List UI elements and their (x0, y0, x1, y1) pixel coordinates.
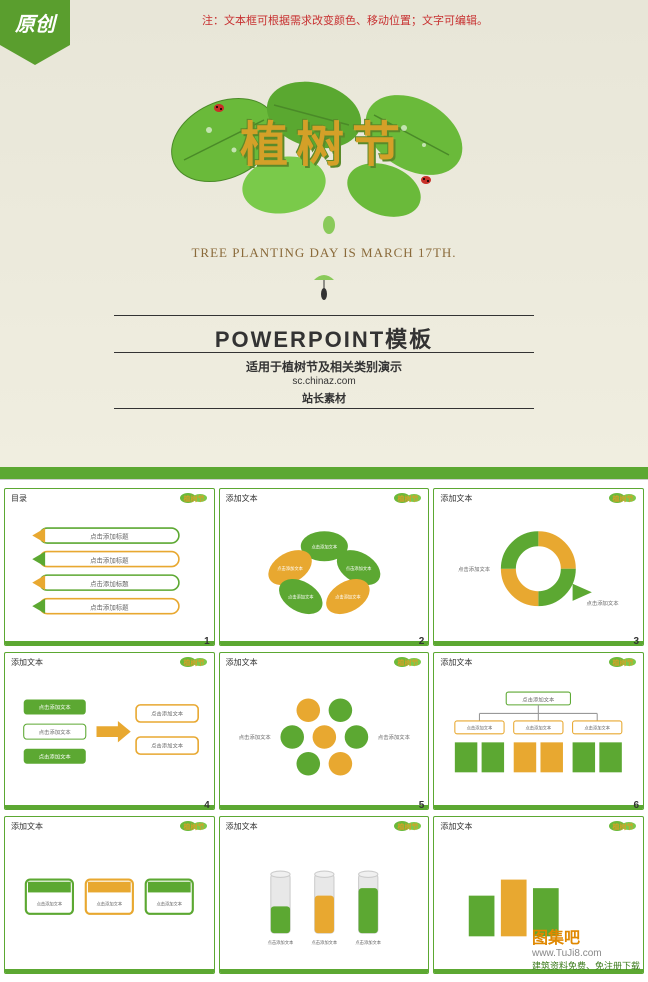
main-title-chinese: 植树节 (240, 105, 408, 175)
svg-text:植树节: 植树节 (397, 658, 419, 667)
svg-text:点击添加文本: 点击添加文本 (587, 599, 620, 607)
svg-text:点击添加文本: 点击添加文本 (355, 939, 381, 946)
source-url: sc.chinaz.com (0, 376, 648, 387)
svg-text:点击添加文本: 点击添加文本 (37, 900, 63, 907)
main-slide: 原创 注：文本框可根据需求改变颜色、移动位置；文字可编辑。 植树节 TREE P… (0, 0, 648, 480)
divider-bottom (114, 408, 534, 409)
thumb-title: 添加文本 (11, 657, 43, 668)
leaf-logo-icon: 植树节 (607, 819, 639, 833)
leaf-logo-icon: 植树节 (178, 819, 210, 833)
svg-text:点击添加文本: 点击添加文本 (151, 742, 184, 750)
editor-note: 注：文本框可根据需求改变颜色、移动位置；文字可编辑。 (202, 12, 488, 28)
svg-text:点击添加文本: 点击添加文本 (156, 900, 182, 907)
description: 适用于植树节及相关类别演示 (0, 358, 648, 375)
svg-text:点击添加文本: 点击添加文本 (311, 543, 337, 550)
thumbnail-4: 添加文本 植树节 点击添加文本 点击添加文本 点击添加文本 点击添加文本 点击添… (4, 652, 215, 810)
thumb-number: 3 (633, 636, 639, 646)
divider-top (114, 315, 534, 316)
brand-name: 站长素材 (0, 390, 648, 406)
thumb-title: 添加文本 (226, 493, 258, 504)
thumbnail-1: 目录 植树节 点击添加标题 点击添加标题 点击添加标题 (4, 488, 215, 646)
thumbnail-5: 添加文本 植树节 点击添加文本 点击添加文本 5 (219, 652, 430, 810)
watermark-url: www.TuJi8.com (532, 948, 640, 959)
svg-text:点击添加标题: 点击添加标题 (90, 555, 129, 564)
thumbnail-3: 添加文本 植树节 点击添加文本 点击添加文本 3 (433, 488, 644, 646)
svg-text:点击添加文本: 点击添加文本 (523, 696, 556, 704)
watermark-logo: 图集吧 (532, 924, 640, 948)
thumbnail-8: 添加文本 植树节 点击添加文本 点击添加文本 点击添加文本 (219, 816, 430, 974)
watermark: 图集吧 www.TuJi8.com 建筑资料免费、免注册下载 (532, 924, 640, 972)
thumbnail-6: 添加文本 植树节 点击添加文本 点击添加文本 点击添加文本 点击添加文本 (433, 652, 644, 810)
thumb-title: 添加文本 (440, 821, 472, 832)
thumb-title: 目录 (11, 493, 27, 504)
svg-text:植树节: 植树节 (397, 822, 419, 831)
umbrella-icon (310, 270, 338, 302)
thumb-title: 添加文本 (11, 821, 43, 832)
leaf-logo-icon: 植树节 (607, 655, 639, 669)
watermark-text: 建筑资料免费、免注册下载 (532, 959, 640, 972)
svg-text:点击添加文本: 点击添加文本 (267, 939, 293, 946)
svg-text:植树节: 植树节 (612, 494, 634, 503)
leaf-logo-icon: 植树节 (178, 491, 210, 505)
leaf-logo-icon: 植树节 (392, 819, 424, 833)
svg-text:点击添加文本: 点击添加文本 (277, 565, 303, 572)
svg-text:点击添加文本: 点击添加文本 (311, 939, 337, 946)
thumb-number: 5 (419, 800, 425, 810)
svg-text:点击添加文本: 点击添加文本 (39, 728, 72, 736)
svg-text:点击添加文本: 点击添加文本 (39, 703, 72, 711)
svg-text:植树节: 植树节 (182, 822, 204, 831)
leaf-logo-icon: 植树节 (178, 655, 210, 669)
svg-text:植树节: 植树节 (182, 658, 204, 667)
svg-text:点击添加文本: 点击添加文本 (151, 710, 184, 718)
svg-text:点击添加文本: 点击添加文本 (526, 725, 552, 732)
svg-text:植树节: 植树节 (397, 494, 419, 503)
svg-text:植树节: 植树节 (612, 822, 634, 831)
thumb-title: 添加文本 (440, 493, 472, 504)
thumb-number: 6 (633, 800, 639, 810)
original-badge: 原创 (0, 0, 70, 45)
divider-mid (114, 352, 534, 353)
thumb-title: 添加文本 (226, 657, 258, 668)
svg-text:点击添加文本: 点击添加文本 (335, 594, 361, 601)
svg-text:点击添加文本: 点击添加文本 (39, 752, 72, 760)
svg-text:点击添加标题: 点击添加标题 (90, 579, 129, 588)
thumbnail-grid: 目录 植树节 点击添加标题 点击添加标题 点击添加标题 (0, 480, 648, 982)
thumbnail-7: 添加文本 植树节 点击添加文本 点击添加文本 点击添加文本 (4, 816, 215, 974)
thumb-title: 添加文本 (226, 821, 258, 832)
svg-text:点击添加文本: 点击添加文本 (288, 594, 314, 601)
leaf-logo-icon: 植树节 (392, 655, 424, 669)
footer-strip (0, 467, 648, 479)
thumb-title: 添加文本 (440, 657, 472, 668)
svg-text:植树节: 植树节 (612, 658, 634, 667)
svg-text:植树节: 植树节 (182, 494, 204, 503)
svg-text:点击添加文本: 点击添加文本 (458, 565, 491, 573)
svg-text:点击添加文本: 点击添加文本 (97, 900, 123, 907)
svg-text:点击添加标题: 点击添加标题 (90, 532, 129, 541)
svg-text:点击添加文本: 点击添加文本 (238, 733, 271, 741)
leaf-logo-icon: 植树节 (392, 491, 424, 505)
svg-text:点击添加文本: 点击添加文本 (345, 565, 371, 572)
thumb-number: 4 (204, 800, 210, 810)
main-title-english: TREE PLANTING DAY IS MARCH 17TH. (191, 245, 456, 261)
thumbnail-2: 添加文本 植树节 点击添加文本 点击添加文本 点击添加文本 点击添加文本 点击添… (219, 488, 430, 646)
thumb-number: 2 (419, 636, 425, 646)
svg-text:点击添加文本: 点击添加文本 (378, 733, 411, 741)
svg-text:点击添加文本: 点击添加文本 (585, 725, 611, 732)
svg-text:点击添加标题: 点击添加标题 (90, 602, 129, 611)
leaf-logo-icon: 植树节 (607, 491, 639, 505)
thumb-number: 1 (204, 636, 210, 646)
subtitle: POWERPOINT模板 (0, 322, 648, 354)
svg-text:点击添加文本: 点击添加文本 (467, 725, 493, 732)
